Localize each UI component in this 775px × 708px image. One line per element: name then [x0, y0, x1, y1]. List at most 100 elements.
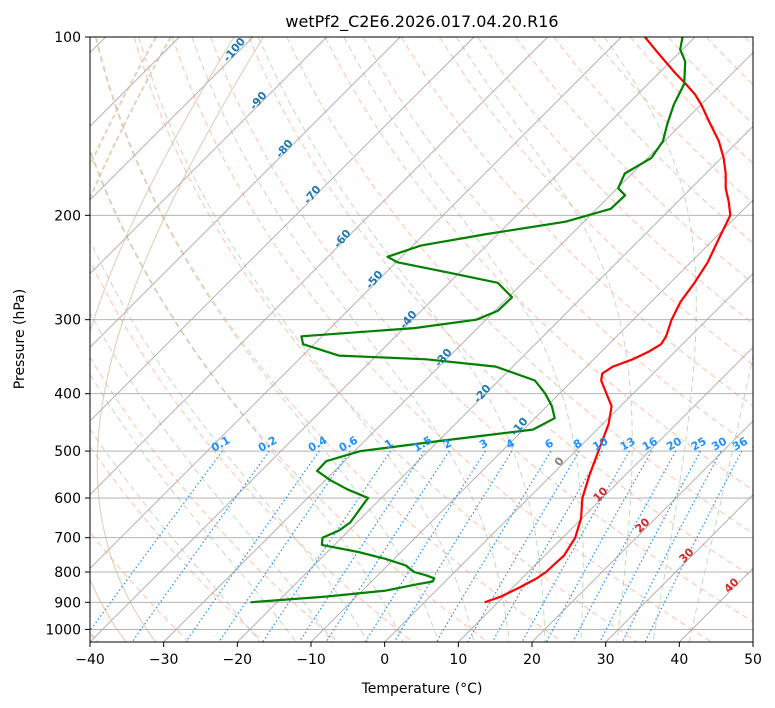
mixing-ratio-line	[521, 450, 631, 642]
mixing-ratio-line	[435, 450, 552, 642]
x-tick-label: 0	[380, 652, 389, 668]
isotherm-line	[163, 52, 753, 642]
moist-adiabat-line	[257, 37, 546, 642]
mixing-ratio-line	[491, 450, 603, 642]
y-axis: 100 200 300 400 500 600 700 800 900 1000	[45, 30, 90, 638]
dry-adiabat-label: 40	[722, 575, 742, 595]
mixing-ratio-line	[621, 450, 722, 642]
dry-adiabat-label: 30	[677, 545, 697, 565]
moist-adiabat-label: 0	[552, 454, 567, 468]
background-curve	[90, 37, 235, 642]
x-tick-label: −40	[75, 652, 105, 668]
dry-adiabat-line	[133, 37, 638, 642]
mixing-ratio-line	[572, 450, 677, 642]
isotherm-line	[90, 37, 696, 642]
temperature-profile-line	[484, 37, 732, 604]
x-tick-label: 10	[449, 652, 467, 668]
mixing-ratio-line	[325, 450, 450, 642]
y-tick-label: 900	[54, 595, 81, 611]
dry-adiabat-line	[90, 445, 264, 642]
dry-adiabat-line	[744, 37, 753, 47]
x-tick-label: 20	[523, 652, 541, 668]
moist-adiabat-line	[90, 147, 404, 642]
mixing-ratio-line	[393, 450, 513, 642]
y-tick-label: 200	[54, 208, 81, 224]
y-tick-label: 1000	[45, 622, 81, 638]
mixing-ratio-line	[298, 450, 425, 642]
mixing-ratio-line	[545, 450, 653, 642]
chart-title: wetPf2_C2E6.2026.017.04.20.R16	[285, 12, 558, 32]
mixing-ratio-line	[644, 450, 743, 642]
moist-adiabat-line	[191, 37, 510, 642]
x-tick-label: −20	[223, 652, 253, 668]
dry-adiabat-label: 10	[591, 484, 611, 504]
dry-adiabat-line	[90, 356, 339, 642]
isotherm-line	[237, 125, 753, 642]
y-axis-title: Pressure (hPa)	[12, 289, 28, 389]
y-tick-label: 100	[54, 30, 81, 46]
mixing-ratio-label: 6	[543, 436, 556, 451]
isotherm-line	[90, 37, 548, 496]
mixing-ratio-label: 4	[504, 436, 517, 451]
moist-adiabat-line	[455, 37, 633, 642]
background-curve	[90, 37, 157, 168]
dry-adiabat-line	[171, 37, 712, 642]
moist-adiabat-label: -80	[273, 137, 296, 161]
plot-area: 0.1 0.2 0.4 0.6 1 1.5 2 3 4 6 8 10 13 16 20 25 30 36-100-…	[89, 35, 754, 643]
mixing-ratio-label: 10	[591, 434, 611, 453]
x-axis-title: Temperature (°C)	[361, 681, 483, 697]
isotherm-line	[90, 37, 327, 275]
mixing-ratio-line	[364, 450, 486, 642]
mixing-ratio-label: 30	[709, 434, 729, 453]
dewpoint-profile-line	[250, 37, 687, 604]
dry-adiabat-line	[90, 259, 414, 642]
y-tick-label: 700	[54, 531, 81, 547]
y-tick-label: 300	[54, 313, 81, 329]
isotherm-line	[90, 37, 401, 348]
moist-adiabat-label: -50	[363, 268, 386, 292]
isotherm-line	[90, 37, 622, 569]
moist-adiabat-line	[688, 353, 753, 642]
y-tick-label: 500	[54, 444, 81, 460]
isotherm-line	[752, 641, 753, 642]
x-tick-label: 40	[670, 652, 688, 668]
y-tick-label: 600	[54, 491, 81, 507]
moist-adiabat-line	[138, 37, 475, 642]
dry-adiabat-label: 20	[633, 515, 653, 535]
mixing-ratio-label: 20	[664, 434, 684, 453]
moist-adiabat-label: -90	[247, 89, 270, 113]
isotherm-line	[531, 420, 753, 642]
plot-frame	[89, 36, 754, 643]
moist-adiabat-line	[90, 427, 261, 642]
dry-adiabat-line	[248, 37, 753, 578]
moist-adiabat-label: -10	[508, 415, 531, 439]
mixing-ratio-line	[185, 450, 320, 642]
moist-adiabat-line	[90, 373, 297, 642]
isotherm-line	[90, 37, 254, 201]
isotherm-line	[605, 494, 753, 642]
y-tick-label: 400	[54, 387, 81, 403]
x-tick-label: −10	[296, 652, 326, 668]
y-tick-label: 800	[54, 565, 81, 581]
dry-adiabat-line	[438, 37, 753, 366]
dry-adiabat-line	[706, 37, 753, 86]
dry-adiabat-line	[90, 531, 190, 642]
moist-adiabat-line	[90, 311, 333, 642]
moist-adiabat-label: -70	[301, 183, 324, 207]
x-tick-label: −30	[149, 652, 179, 668]
dry-adiabat-line	[95, 37, 563, 642]
background-curve	[96, 37, 265, 642]
dry-adiabat-line	[477, 37, 753, 325]
isotherm-line	[679, 567, 753, 642]
mixing-ratio-line	[599, 450, 702, 642]
moist-adiabat-label: -30	[432, 346, 455, 370]
moist-adiabat-label: -60	[331, 227, 354, 251]
mixing-ratio-line	[218, 450, 351, 642]
background-curve	[90, 37, 172, 642]
isotherm-line	[384, 273, 753, 642]
moist-adiabat-line	[94, 37, 439, 642]
mixing-ratio-line	[131, 450, 270, 642]
isotherm-line	[90, 37, 475, 422]
dry-adiabat-line	[286, 37, 753, 534]
